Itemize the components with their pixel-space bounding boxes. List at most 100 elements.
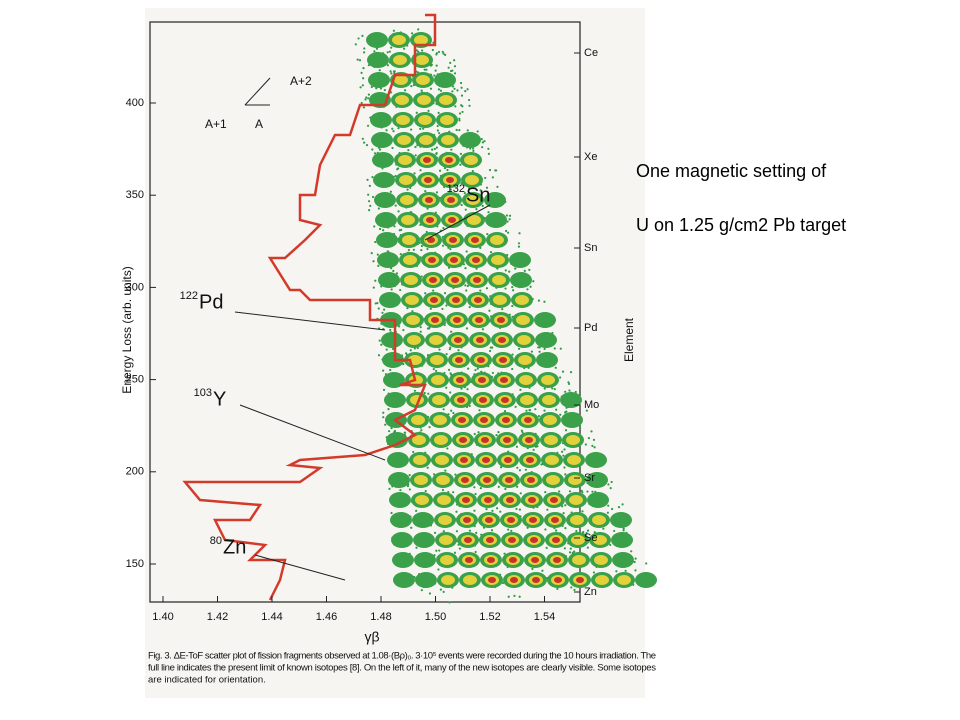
scatter-dot (517, 347, 521, 350)
blob-core (520, 395, 534, 405)
scatter-dot (540, 463, 543, 466)
scatter-dot (382, 229, 385, 232)
blob-peak (449, 237, 457, 243)
scatter-dot (504, 269, 507, 272)
scatter-dot (622, 529, 625, 532)
scatter-dot (444, 53, 447, 57)
blob-peak (456, 377, 464, 383)
blob-peak (452, 297, 460, 303)
blob-peak (553, 557, 561, 563)
blob-core (595, 575, 609, 585)
scatter-dot (478, 409, 481, 412)
scatter-dot (438, 348, 441, 351)
scatter-dot (606, 511, 609, 514)
blob-core (519, 375, 533, 385)
scatter-dot (565, 410, 568, 413)
scatter-dot (586, 529, 590, 532)
isotope-symbol: Pd (199, 291, 223, 313)
blob-core (418, 115, 432, 125)
blob-peak (529, 517, 537, 523)
y-tick-label: 200 (126, 466, 144, 478)
blob-peak (460, 457, 468, 463)
scatter-dot (491, 371, 495, 375)
scatter-density (354, 28, 657, 604)
scatter-dot (419, 330, 422, 333)
blob-peak (488, 577, 496, 583)
scatter-dot (590, 430, 593, 433)
scatter-dot (621, 503, 624, 506)
scatter-dot (370, 85, 373, 89)
scatter-dot (505, 214, 509, 217)
scatter-dot (427, 109, 430, 113)
blob-peak (472, 257, 480, 263)
scatter-dot (466, 88, 469, 91)
scatter-dot (426, 207, 429, 210)
scatter-dot (487, 211, 490, 214)
element-label: Zn (584, 586, 597, 598)
scatter-dot (399, 288, 402, 292)
blob-core (436, 475, 450, 485)
blob-core (516, 315, 530, 325)
scatter-dot (485, 186, 489, 189)
scatter-dot (412, 248, 415, 251)
scatter-dot (441, 488, 445, 492)
scatter-dot (563, 547, 566, 550)
scatter-dot (484, 176, 487, 180)
y-tick-label: 250 (126, 374, 144, 386)
blob-peak (487, 557, 495, 563)
scatter-dot (387, 407, 390, 411)
scatter-dot (435, 191, 439, 194)
x-tick-label: 1.48 (370, 611, 391, 623)
scatter-dot (634, 569, 637, 572)
scatter-dot (464, 208, 467, 211)
blob (393, 572, 415, 588)
blob-core (415, 495, 429, 505)
scatter-dot (568, 551, 572, 554)
scatter-dot (432, 289, 435, 292)
blob-core (405, 295, 419, 305)
scatter-dot (449, 61, 452, 64)
scatter-dot (363, 47, 366, 50)
scatter-dot (371, 176, 374, 179)
scatter-dot (455, 128, 458, 132)
scatter-dot (475, 208, 478, 211)
scatter-dot (541, 569, 544, 572)
scatter-dot (445, 304, 448, 307)
blob (392, 552, 414, 568)
blob-peak (528, 497, 536, 503)
blob-peak (486, 537, 494, 543)
scatter-dot (385, 348, 388, 351)
scatter-dot (450, 409, 453, 412)
blob-core (396, 115, 410, 125)
scatter-dot (485, 508, 488, 511)
scatter-dot (487, 147, 490, 150)
blob-peak (478, 377, 486, 383)
scatter-dot (392, 70, 396, 73)
blob (368, 72, 390, 88)
blob-core (411, 415, 425, 425)
blob (371, 132, 393, 148)
scatter-dot (423, 68, 426, 71)
blob-peak (423, 157, 431, 163)
scatter-dot (586, 546, 589, 549)
slide-text: One magnetic setting of (636, 161, 827, 181)
scatter-dot (575, 529, 578, 533)
scatter-dot (529, 285, 532, 288)
scatter-dot (544, 528, 547, 531)
blob-core (594, 555, 608, 565)
blob-core (490, 235, 504, 245)
scatter-dot (373, 225, 376, 228)
scatter-dot (615, 570, 618, 573)
scatter-dot (460, 387, 463, 390)
scatter-dot (520, 429, 523, 432)
arrow-label: A+1 (205, 117, 227, 131)
scatter-dot (562, 454, 565, 457)
blob-core (394, 75, 408, 85)
scatter-dot (530, 350, 534, 353)
scatter-dot (360, 101, 363, 105)
scatter-dot (495, 507, 499, 510)
scatter-dot (365, 144, 369, 147)
scatter-dot (368, 184, 371, 187)
element-label: Sr (584, 472, 595, 484)
scatter-dot (491, 346, 494, 349)
